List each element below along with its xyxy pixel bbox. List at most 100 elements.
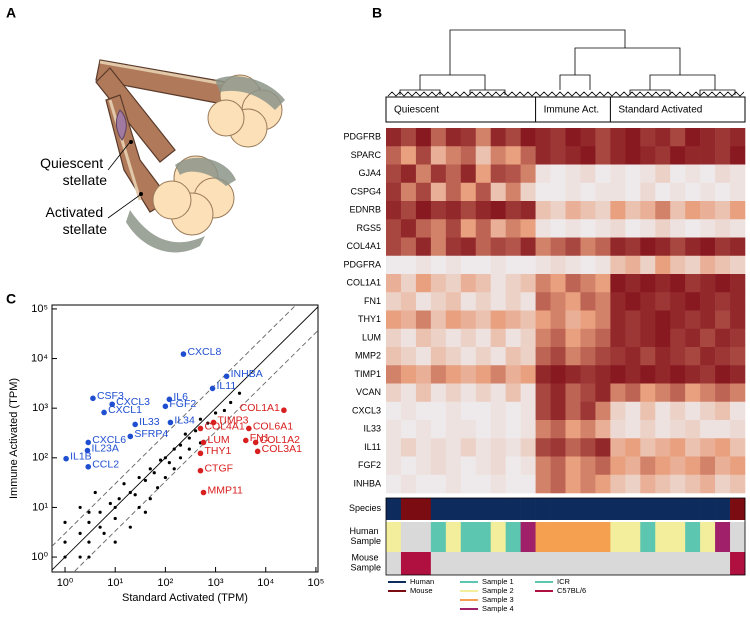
heatmap-cell xyxy=(565,456,581,476)
highlight-point xyxy=(180,351,187,357)
x-axis-label: Standard Activated (TPM) xyxy=(122,592,248,604)
heatmap-cell xyxy=(565,474,581,494)
highlight-point xyxy=(210,419,217,426)
heatmap-cell xyxy=(386,401,402,421)
point xyxy=(108,501,112,506)
legend-label: Sample 3 xyxy=(482,595,514,604)
heatmap-cell xyxy=(460,292,477,311)
highlight-point xyxy=(200,439,207,446)
point xyxy=(178,443,183,447)
heatmap-cell xyxy=(715,474,731,494)
highlight-point xyxy=(200,489,207,496)
heatmap-cell xyxy=(655,201,671,220)
heatmap-cell xyxy=(595,182,611,202)
heatmap-cell xyxy=(610,383,626,403)
heatmap-cell xyxy=(550,274,566,293)
heatmap-cell xyxy=(430,164,447,184)
heatmap-cell xyxy=(415,182,432,202)
y-axis-label: Immune Activated (TPM) xyxy=(8,378,20,499)
heatmap-cell xyxy=(535,347,551,366)
heatmap-cell xyxy=(535,201,551,220)
reference-line xyxy=(52,305,297,547)
heatmap-cell xyxy=(415,456,432,476)
heatmap-cell xyxy=(655,401,671,421)
annotation-cell xyxy=(535,522,551,552)
point-label: CXCL1 xyxy=(108,404,142,416)
heatmap-cell xyxy=(580,420,596,439)
annotation-cell xyxy=(595,522,611,552)
heatmap-cell xyxy=(685,164,701,184)
heatmap-cell xyxy=(550,128,566,147)
heatmap-cell xyxy=(445,201,462,220)
heatmap-cell xyxy=(565,128,581,147)
heatmap-cell xyxy=(625,292,641,311)
heatmap-cell xyxy=(505,237,521,257)
annotation-cell xyxy=(700,498,716,520)
highlight-point xyxy=(90,395,96,402)
highlight-point xyxy=(197,450,204,457)
point xyxy=(87,520,91,524)
point-label: COL1A2 xyxy=(260,434,300,446)
x-tick-label: 10⁰ xyxy=(57,577,74,589)
heatmap-cell xyxy=(460,310,477,330)
annotation-cell xyxy=(386,552,402,575)
annotation-cell xyxy=(700,552,716,575)
annotation-cell xyxy=(415,522,432,552)
heatmap-cell xyxy=(535,401,551,421)
heatmap-cell xyxy=(386,383,402,403)
heatmap-cell xyxy=(445,237,462,257)
heatmap-cell xyxy=(475,383,492,403)
heatmap-cell xyxy=(550,420,566,439)
point-label: CCL2 xyxy=(92,459,119,471)
heatmap-cell xyxy=(655,383,671,403)
heatmap-cell xyxy=(700,255,716,275)
x-tick-label: 10¹ xyxy=(107,577,123,589)
heatmap-cell xyxy=(520,383,536,403)
heatmap-cell xyxy=(610,292,626,311)
heatmap-cell xyxy=(460,383,477,403)
heatmap-cell xyxy=(715,128,731,147)
heatmap-cell xyxy=(505,383,521,403)
heatmap-cell xyxy=(505,255,521,275)
illustration-label: Activated stellate xyxy=(46,204,108,237)
heatmap-cell xyxy=(685,255,701,275)
legend-label: C57BL/6 xyxy=(557,586,586,595)
heatmap-cell xyxy=(610,201,626,220)
point-label: IL1B xyxy=(70,450,92,462)
heatmap-cell xyxy=(595,365,611,384)
annotation-cell xyxy=(400,498,417,520)
heatmap-cell xyxy=(610,274,626,293)
heatmap-cell xyxy=(430,474,447,494)
row-label: VCAN xyxy=(356,387,381,397)
heatmap-cell xyxy=(580,182,596,202)
heatmap-cell xyxy=(565,420,581,439)
heatmap-cell xyxy=(685,365,701,384)
heatmap-cell xyxy=(475,474,492,494)
annotation-cell xyxy=(445,522,462,552)
heatmap-cell xyxy=(700,438,716,457)
heatmap-cell xyxy=(730,182,746,202)
row-label: PDGFRA xyxy=(343,259,381,269)
heatmap-cell xyxy=(685,347,701,366)
heatmap-cell xyxy=(400,365,417,384)
heatmap-cell xyxy=(595,201,611,220)
heatmap-cell xyxy=(685,383,701,403)
point-label: THY1 xyxy=(204,445,231,457)
heatmap-cell xyxy=(490,365,506,384)
heatmap-cell xyxy=(640,201,656,220)
annotation-cell xyxy=(400,552,417,575)
heatmap-cell xyxy=(475,274,492,293)
heatmap-cell xyxy=(430,237,447,257)
heatmap-cell xyxy=(565,237,581,257)
heatmap-cell xyxy=(550,164,566,184)
heatmap-cell xyxy=(386,328,402,348)
heatmap-cell xyxy=(550,383,566,403)
point xyxy=(172,467,176,471)
heatmap-cell xyxy=(715,310,731,330)
heatmap-cell xyxy=(386,365,402,384)
heatmap-cell xyxy=(490,182,506,202)
point xyxy=(102,531,106,535)
panel-label: C xyxy=(6,291,16,307)
heatmap-cell xyxy=(475,401,492,421)
heatmap-cell xyxy=(520,182,536,202)
